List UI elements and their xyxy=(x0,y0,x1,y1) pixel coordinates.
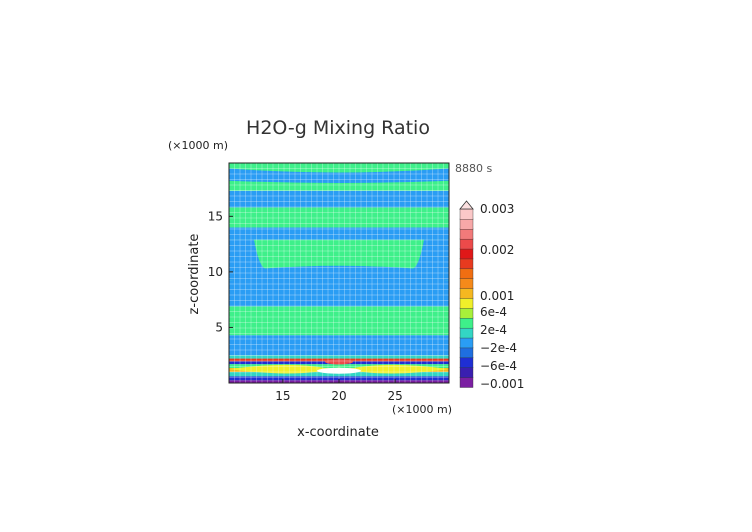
contour-band-1 xyxy=(229,376,449,381)
plot-area xyxy=(228,162,450,384)
colorbar: 0.003 0.002 0.001 6e-4 2e-4 −2e-4 −6e-4 −0.001 xyxy=(459,200,524,391)
x-tick-label: 15 xyxy=(275,389,290,403)
contour-lobe xyxy=(229,168,449,183)
colorbar-swatch xyxy=(459,208,474,220)
colorbar-label: 0.001 xyxy=(480,289,514,303)
contour-band-10 xyxy=(229,280,449,307)
y-unit-label: (×1000 m) xyxy=(168,139,228,152)
contour-band-8 xyxy=(229,335,449,356)
colorbar-label: 6e-4 xyxy=(480,305,507,319)
colorbar-swatch xyxy=(459,287,474,299)
colorbar-swatch xyxy=(459,327,474,339)
colorbar-swatch xyxy=(459,268,474,279)
contour-lobe xyxy=(325,359,353,365)
contour-lobe xyxy=(317,367,361,374)
colorbar-swatch xyxy=(459,357,474,368)
colorbar-swatch xyxy=(459,278,474,289)
colorbar-swatch xyxy=(459,337,474,349)
contour-band-9 xyxy=(229,306,449,336)
colorbar-swatch xyxy=(459,367,474,378)
y-axis-label: z-coordinate xyxy=(187,234,202,315)
contour-lobe xyxy=(439,289,449,303)
y-tick-label: 5 xyxy=(215,320,223,334)
contour-band-2 xyxy=(229,371,449,377)
colorbar-extend-arrow xyxy=(459,200,474,210)
colorbar-label: −2e-4 xyxy=(480,341,517,355)
contour-lobe xyxy=(229,289,239,303)
x-tick-label: 20 xyxy=(331,389,346,403)
colorbar-swatch xyxy=(459,317,474,329)
y-tick-label: 10 xyxy=(208,265,223,279)
colorbar-swatch xyxy=(459,376,474,388)
x-axis-label: x-coordinate xyxy=(297,425,379,440)
x-tick-label: 25 xyxy=(387,389,402,403)
colorbar-label: 0.003 xyxy=(480,202,514,216)
colorbar-label: 0.002 xyxy=(480,243,514,257)
contour-band-14 xyxy=(229,190,449,208)
colorbar-swatch xyxy=(459,238,474,250)
y-tick-label: 15 xyxy=(208,209,223,223)
colorbar-swatch xyxy=(459,307,474,319)
colorbar-swatch xyxy=(459,347,474,359)
contour-band-4 xyxy=(229,364,449,368)
contour-lobe xyxy=(229,239,449,284)
colorbar-swatch xyxy=(459,297,474,309)
contour-band-12 xyxy=(229,227,449,240)
chart-title: H2O-g Mixing Ratio xyxy=(246,117,430,139)
colorbar-label: −6e-4 xyxy=(480,359,517,373)
colorbar-swatch xyxy=(459,218,474,230)
colorbar-swatch xyxy=(459,258,474,270)
colorbar-swatch xyxy=(459,228,474,240)
x-unit-label: (×1000 m) xyxy=(392,403,452,416)
contour-band-7 xyxy=(229,355,449,359)
colorbar-label: 2e-4 xyxy=(480,323,507,337)
colorbar-label: −0.001 xyxy=(480,377,524,391)
colorbar-swatch xyxy=(459,248,474,260)
contour-band-13 xyxy=(229,207,449,228)
time-label: 8880 s xyxy=(455,162,492,175)
